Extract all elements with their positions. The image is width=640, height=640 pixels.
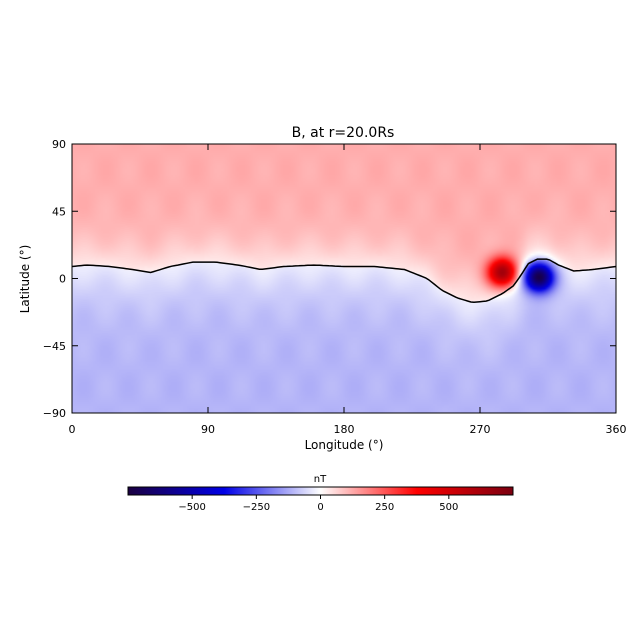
y-axis-label: Latitude (°) — [18, 245, 32, 314]
x-tick-label: 180 — [334, 423, 355, 436]
colorbar-tick-label: −500 — [178, 502, 205, 513]
colorbar-tick-label: 0 — [317, 502, 323, 513]
colorbar-label: nT — [314, 474, 327, 485]
colorbar: nT −500 −250 0 250 500 — [127, 474, 514, 513]
y-tick-label: 45 — [52, 205, 66, 218]
x-axis: 0 90 180 270 360 — [69, 144, 627, 436]
x-tick-label: 90 — [201, 423, 215, 436]
colorbar-gradient — [127, 486, 514, 496]
y-tick-label: 0 — [59, 273, 66, 286]
plot-area — [71, 143, 617, 414]
neutral-line — [71, 258, 617, 304]
x-axis-label: Longitude (°) — [305, 438, 384, 452]
x-tick-label: 360 — [606, 423, 627, 436]
x-tick-label: 270 — [470, 423, 491, 436]
colorbar-tick-label: 500 — [439, 502, 458, 513]
y-tick-label: −90 — [43, 407, 66, 420]
field-heatmap — [72, 144, 616, 413]
x-tick-label: 0 — [69, 423, 76, 436]
colorbar-tick-label: 250 — [375, 502, 394, 513]
y-tick-label: −45 — [43, 340, 66, 353]
colorbar-tick-label: −250 — [243, 502, 270, 513]
y-tick-label: 90 — [52, 138, 66, 151]
chart-title: B, at r=20.0Rs — [292, 125, 395, 141]
y-axis: −90 −45 0 45 90 — [43, 138, 616, 420]
